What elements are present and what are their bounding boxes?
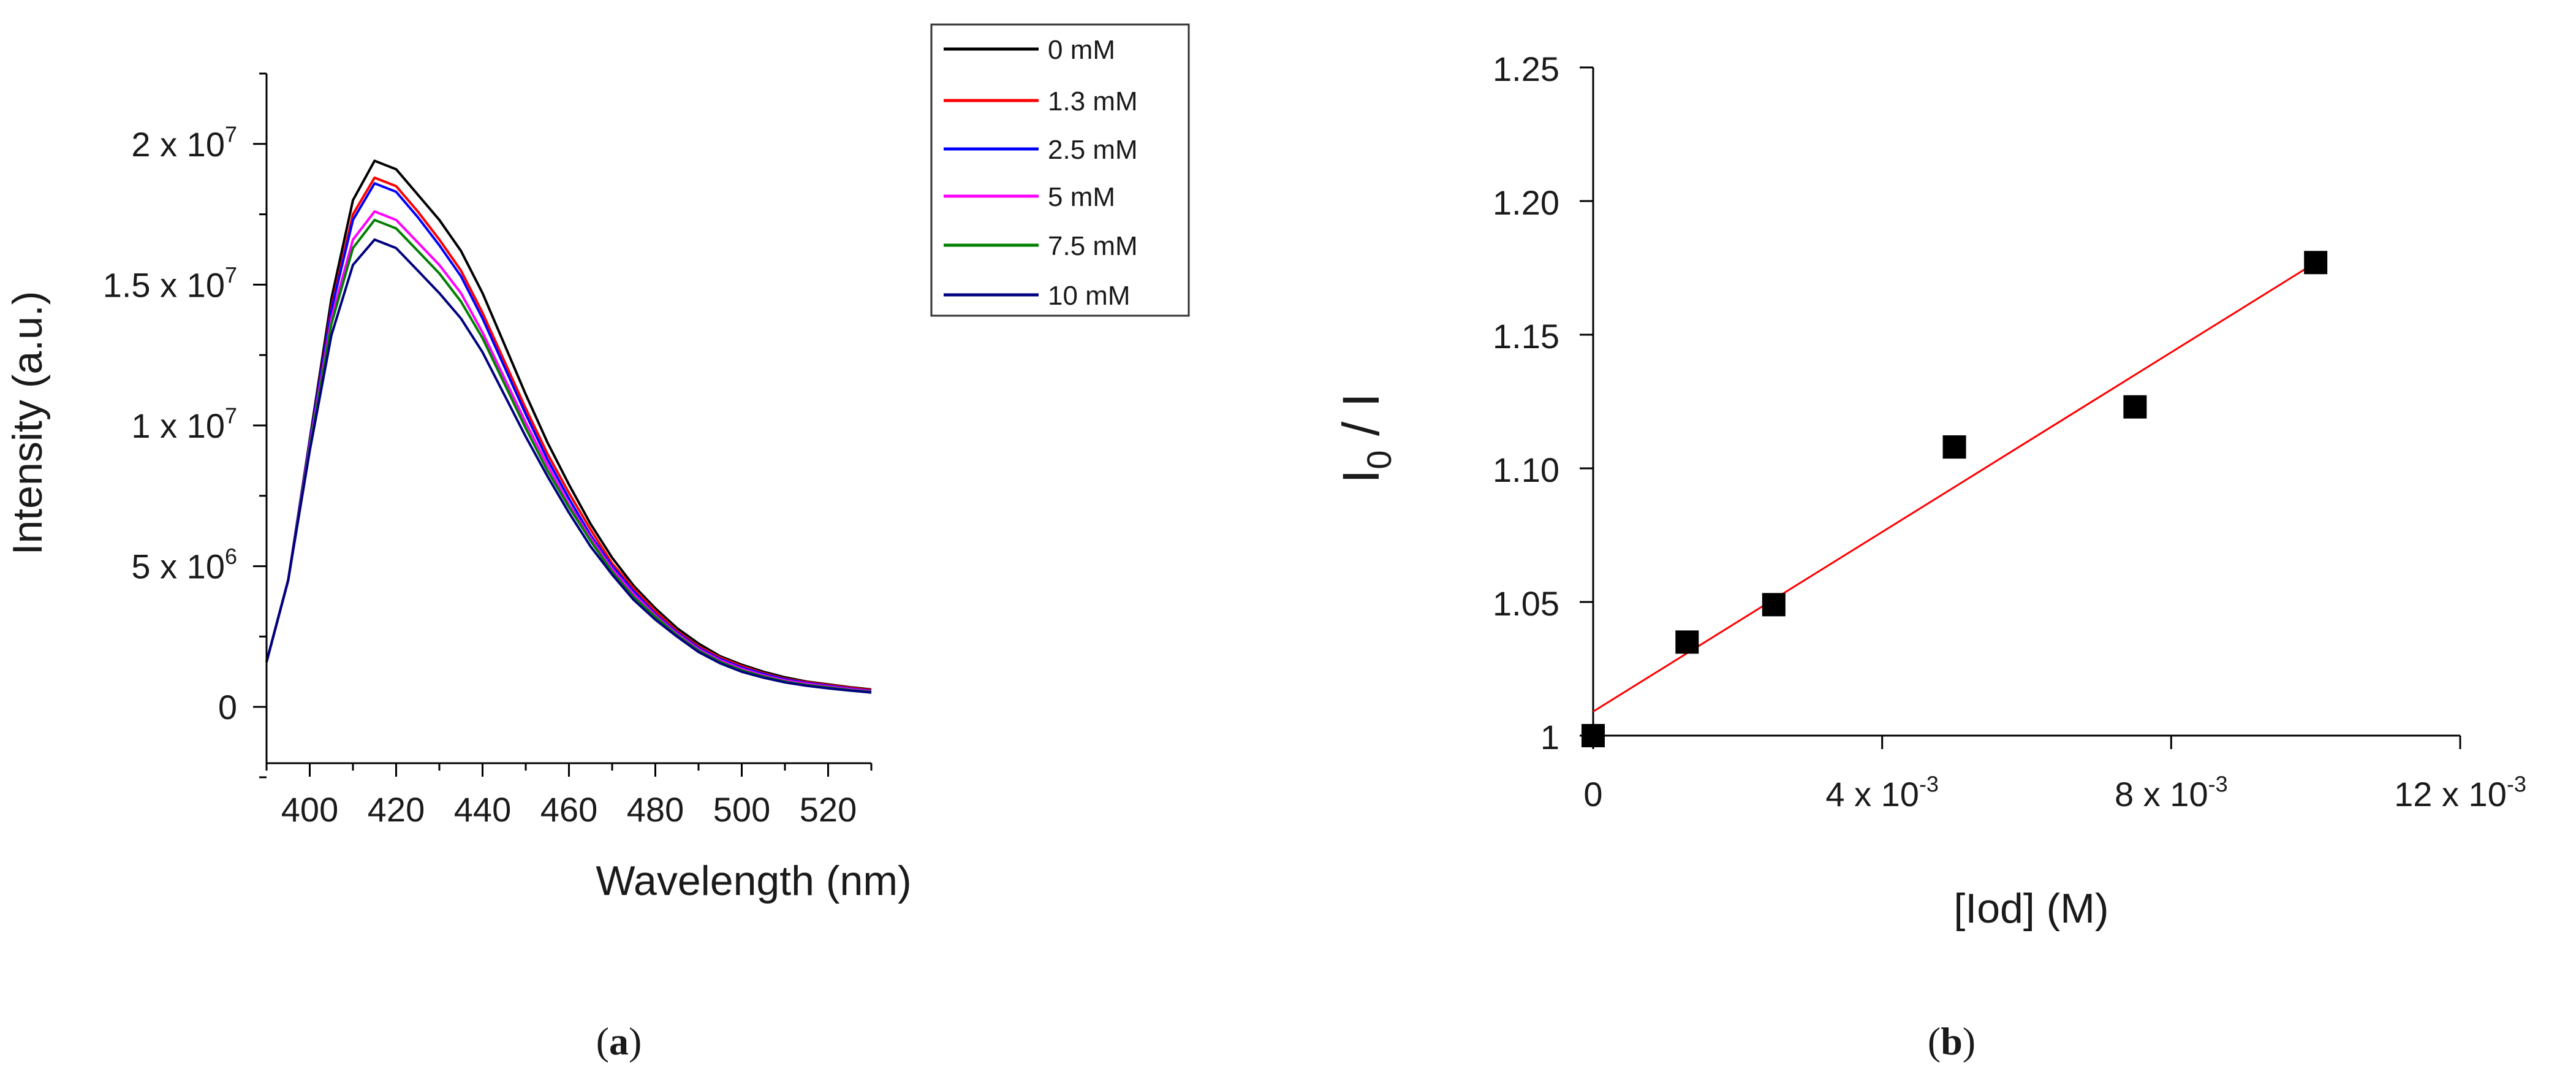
panel-a-x-tick-label: 460 [540, 790, 597, 829]
panel-a-caption: (a) [596, 1019, 642, 1063]
panel-b-x-tick-label-exponent: -3 [2507, 771, 2526, 796]
panel-b-caption-close: ) [1963, 1019, 1976, 1063]
panel-b-y-tick-label: 1.20 [1493, 183, 1559, 222]
panel-b-x-tick-label: 12 x 10-3 [2394, 771, 2526, 813]
panel-b-x-tick-label: 0 [1583, 775, 1602, 813]
panel-a-y-tick-label: 2 x 107 [131, 121, 237, 164]
panel-b-y-tick-label: 1.10 [1493, 451, 1559, 489]
panel-b-y-tick-label: 1.25 [1493, 50, 1559, 88]
panel-b-y-axis-title: I0 / I [1332, 393, 1398, 484]
panel-a-y-tick-label-mantissa: 1 x 10 [131, 406, 225, 445]
panel-a-y-tick-label: 0 [218, 688, 237, 726]
data-point-marker [2123, 395, 2147, 419]
panel-a-series-lines [265, 159, 872, 694]
legend-label: 5 mM [1048, 182, 1115, 212]
panel-a-caption-close: ) [629, 1019, 642, 1063]
panel-b-x-tick-label-mantissa: 12 x 10 [2394, 775, 2507, 813]
series-line-0mM [265, 159, 872, 691]
data-point-marker [1942, 435, 1966, 459]
panel-a-caption-open: ( [596, 1019, 609, 1063]
panel-a-x-tick-label: 400 [281, 790, 338, 829]
panel-b-axes [1580, 66, 2461, 749]
data-point-marker [2304, 251, 2328, 275]
panel-b-y-title-main: I [1332, 470, 1390, 484]
data-point-marker [1582, 724, 1605, 747]
panel-b-x-axis-title: [Iod] (M) [1953, 885, 2108, 932]
panel-a-y-tick-label-mantissa: 0 [218, 688, 237, 726]
panel-a-x-tick-label: 520 [800, 790, 857, 829]
panel-a-y-axis-title: Intensity (a.u.) [4, 291, 51, 555]
panel-b-y-title-subscript: 0 [1360, 450, 1398, 469]
series-line-2-5mM [265, 182, 872, 692]
panel-a-y-tick-label: 5 x 106 [131, 544, 237, 586]
panel-a-x-tick-label: 500 [713, 790, 770, 829]
panel-b-x-tick-label: 4 x 10-3 [1825, 771, 1939, 813]
legend-label: 1.3 mM [1048, 86, 1138, 116]
panel-b-data-points [1582, 251, 2328, 747]
panel-b-x-tick-label-mantissa: 4 x 10 [1825, 775, 1919, 813]
legend-label: 10 mM [1048, 281, 1130, 311]
panel-b-x-tick-label-mantissa: 8 x 10 [2115, 775, 2208, 813]
panel-a-y-tick-label-mantissa: 1.5 x 10 [103, 265, 225, 304]
panel-b-fit-line [1593, 262, 2316, 713]
legend-entry: 2.5 mM [944, 135, 1138, 165]
legend-label: 0 mM [1048, 35, 1115, 65]
legend-label: 7.5 mM [1048, 231, 1138, 261]
panel-a-y-tick-label: 1 x 107 [131, 403, 237, 445]
series-line-10mM [265, 238, 872, 694]
panel-a-x-axis-title: Wavelength (nm) [596, 858, 911, 904]
panel-b-x-tick-label: 8 x 10-3 [2115, 771, 2228, 813]
legend-entry: 7.5 mM [944, 231, 1138, 261]
panel-b-caption-letter: b [1941, 1019, 1963, 1063]
legend-box [930, 23, 1190, 317]
panel-a-x-tick-label: 420 [368, 790, 425, 829]
data-point-marker [1762, 593, 1786, 617]
panel-b-y-tick-label: 1.15 [1493, 317, 1559, 356]
panel-b-x-tick-label-mantissa: 0 [1583, 775, 1602, 813]
legend-entry: 5 mM [944, 182, 1115, 212]
panel-a-legend: 0 mM 1.3 mM 2.5 mM 5 mM 7.5 mM 10 mM [930, 23, 1190, 317]
panel-b-caption: (b) [1928, 1019, 1976, 1063]
legend-entry: 1.3 mM [944, 86, 1138, 116]
panel-a-y-tick-label-exponent: 7 [225, 262, 237, 288]
panel-b-y-tick-label: 1 [1540, 718, 1559, 756]
panel-b-x-tick-label-exponent: -3 [1919, 771, 1939, 796]
panel-a-caption-letter: a [609, 1019, 629, 1063]
panel-a-y-tick-label: 1.5 x 107 [103, 262, 237, 305]
legend-entry: 10 mM [944, 281, 1130, 311]
panel-a-y-tick-label-exponent: 7 [225, 403, 237, 428]
data-point-marker [1675, 630, 1699, 654]
panel-a-axes [253, 72, 873, 779]
panel-a-y-tick-label-mantissa: 5 x 10 [131, 547, 225, 586]
panel-a-y-tick-label-exponent: 7 [225, 121, 237, 147]
panel-a-y-tick-label-mantissa: 2 x 10 [131, 125, 225, 164]
linear-fit-line [1593, 262, 2316, 713]
legend-label: 2.5 mM [1048, 135, 1138, 165]
panel-b-caption-open: ( [1928, 1019, 1941, 1063]
panel-b-x-tick-label-exponent: -3 [2208, 771, 2228, 796]
panel-a-x-tick-label: 480 [627, 790, 684, 829]
panel-b-y-title-tail: / I [1332, 393, 1390, 450]
panel-a-x-tick-label: 440 [454, 790, 511, 829]
panel-a-y-tick-label-exponent: 6 [225, 544, 237, 569]
panel-b-y-tick-label: 1.05 [1493, 584, 1559, 623]
panel-b-x-axis-title-text: [Iod] (M) [1953, 885, 2108, 932]
legend-entry: 0 mM [944, 35, 1115, 65]
